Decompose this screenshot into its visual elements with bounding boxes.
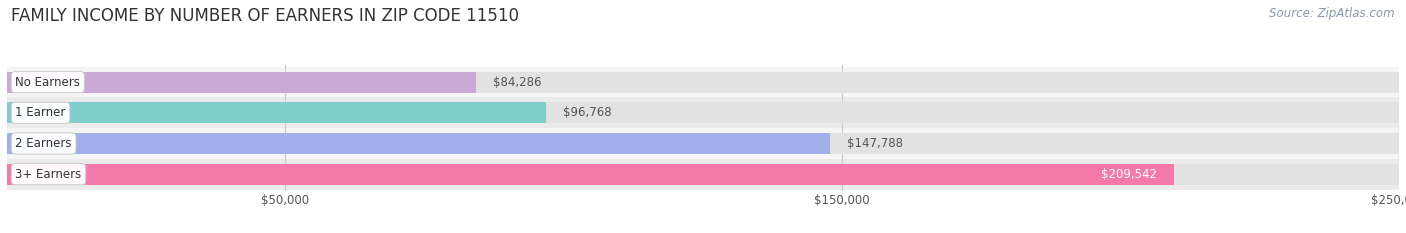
Bar: [7, 72, 1399, 93]
Text: FAMILY INCOME BY NUMBER OF EARNERS IN ZIP CODE 11510: FAMILY INCOME BY NUMBER OF EARNERS IN ZI…: [11, 7, 519, 25]
Bar: [7, 72, 477, 93]
Bar: [7, 97, 1399, 128]
Text: 3+ Earners: 3+ Earners: [15, 168, 82, 181]
Bar: [7, 102, 546, 123]
Text: $147,788: $147,788: [846, 137, 903, 150]
Bar: [7, 164, 1174, 185]
Bar: [7, 159, 1399, 189]
Bar: [7, 67, 1399, 97]
Text: $84,286: $84,286: [494, 76, 541, 89]
Bar: [7, 133, 1399, 154]
Text: Source: ZipAtlas.com: Source: ZipAtlas.com: [1270, 7, 1395, 20]
Text: No Earners: No Earners: [15, 76, 80, 89]
Text: 2 Earners: 2 Earners: [15, 137, 72, 150]
Bar: [7, 102, 1399, 123]
Text: 1 Earner: 1 Earner: [15, 106, 66, 119]
Text: $96,768: $96,768: [562, 106, 612, 119]
Bar: [7, 164, 1399, 185]
Text: $209,542: $209,542: [1101, 168, 1157, 181]
Bar: [7, 128, 1399, 159]
Bar: [7, 133, 830, 154]
